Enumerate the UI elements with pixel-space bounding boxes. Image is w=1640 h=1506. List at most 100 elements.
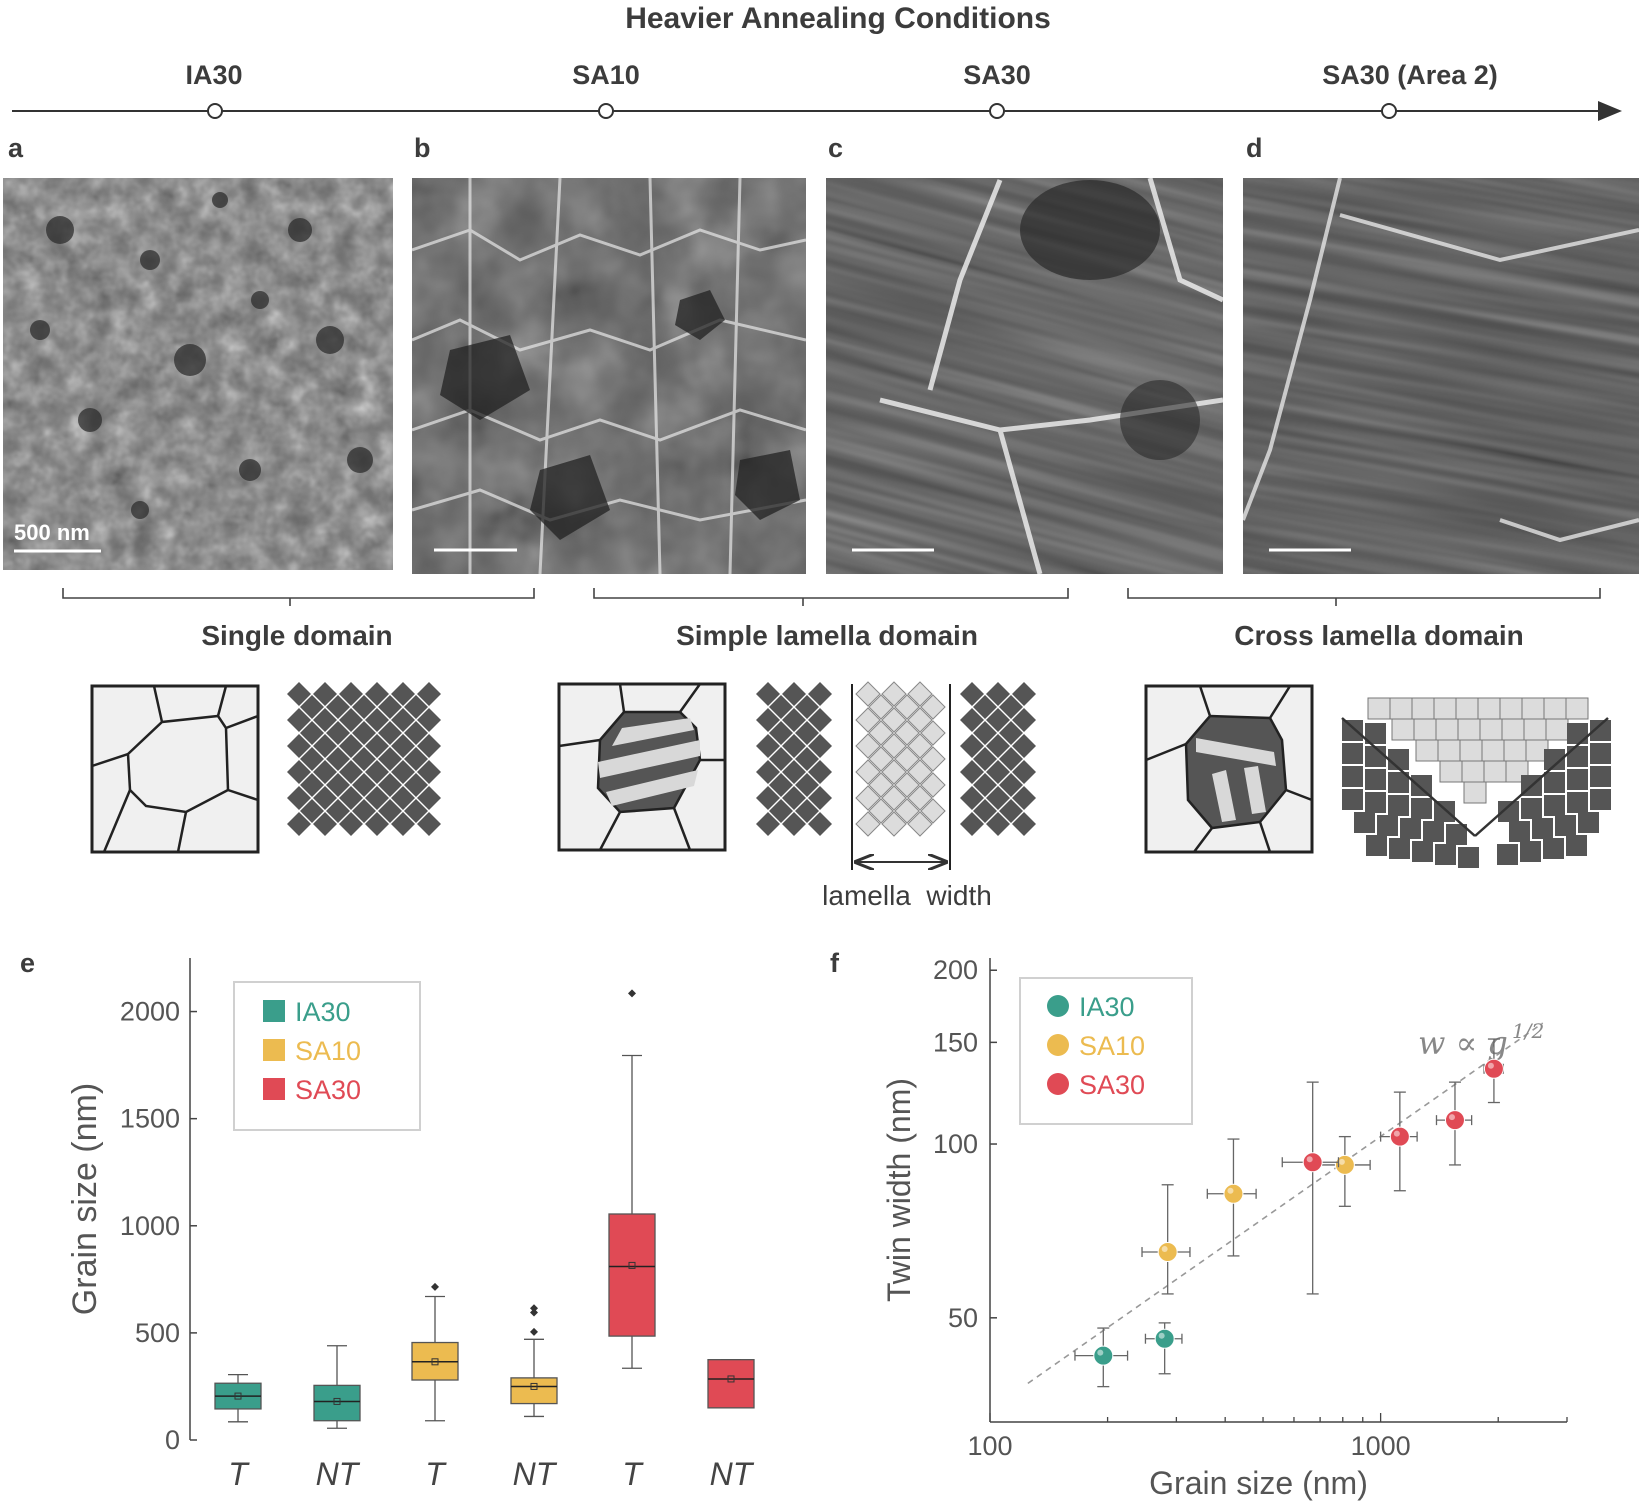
lattice-cell	[1567, 792, 1588, 813]
legend-swatch-ia30	[1047, 995, 1069, 1017]
legend-swatch-sa10	[1047, 1034, 1069, 1056]
y-tick-label: 1500	[120, 1104, 180, 1134]
lattice-cell	[352, 721, 376, 745]
lattice-cell	[1521, 798, 1542, 819]
lattice-cell	[782, 734, 806, 758]
lattice-cell-twin	[855, 759, 881, 785]
box-sa10-nt: NT	[510, 1304, 558, 1492]
lattice-cell-twin	[881, 811, 907, 837]
lattice-cell-twin	[894, 772, 920, 798]
lattice-cell-twin	[868, 746, 894, 772]
outlier	[530, 1308, 538, 1317]
lattice-cell	[1412, 841, 1433, 862]
lattice-cell	[287, 682, 311, 706]
data-point-ia30	[1074, 1327, 1129, 1388]
lattice-cell	[1567, 723, 1588, 744]
box-body	[707, 1359, 755, 1409]
lattice-cell-twin	[920, 798, 946, 824]
lattice-cell	[378, 695, 402, 719]
lattice-cell	[1566, 835, 1587, 856]
lattice-cell	[326, 773, 350, 797]
mean-marker	[234, 1392, 242, 1400]
lattice-cell-twin	[1463, 781, 1487, 804]
point-highlight	[1487, 1062, 1494, 1069]
lattice-cell	[313, 760, 337, 784]
lattice-cell	[417, 682, 441, 706]
lattice-cell	[404, 747, 428, 771]
lattice-cell	[769, 799, 793, 823]
lattice-cell	[769, 695, 793, 719]
lattice-cell	[1388, 795, 1409, 816]
lattice-cell	[782, 682, 806, 706]
lattice-cell-twin	[920, 746, 946, 772]
panel-label-a: a	[8, 133, 24, 163]
lattice-cell	[808, 812, 832, 836]
lattice-cell-twin	[881, 733, 907, 759]
lattice-cell	[404, 695, 428, 719]
lattice-cell	[973, 799, 997, 823]
lattice-cell-twin	[1435, 718, 1459, 741]
lattice-cell-twin	[894, 694, 920, 720]
lattice-cell	[313, 734, 337, 758]
x-axis-label: Grain size (nm)	[1149, 1465, 1368, 1501]
lattice-cell	[1411, 798, 1432, 819]
lattice-cell	[1578, 812, 1599, 833]
lattice-cell	[782, 812, 806, 836]
data-point-sa10	[1141, 1184, 1191, 1295]
lattice-cell	[326, 721, 350, 745]
lattice-cell-twin	[881, 681, 907, 707]
lattice-cell	[300, 773, 324, 797]
timeline-stages: IA30 SA10 SA30 SA30 (Area 2)	[185, 60, 1498, 119]
lattice-cell	[300, 721, 324, 745]
panel-label-d: d	[1246, 133, 1263, 163]
point-highlight	[1161, 1246, 1168, 1253]
lattice-cell	[378, 773, 402, 797]
lattice-cell-twin	[855, 811, 881, 837]
lattice-cell	[756, 760, 780, 784]
lattice-cell	[1342, 720, 1363, 741]
lattice-cell	[999, 721, 1023, 745]
lattice-cell	[1423, 821, 1444, 842]
lattice-cell	[300, 799, 324, 823]
lattice-cell-twin	[1461, 760, 1485, 783]
micrograph-b	[412, 178, 806, 574]
lattice-cell-twin	[894, 746, 920, 772]
lattice-cell-twin	[894, 798, 920, 824]
lattice-cell	[300, 695, 324, 719]
lattice-cell	[1497, 844, 1518, 865]
lattice-cell	[1446, 824, 1467, 845]
y-tick-label: 1000	[120, 1211, 180, 1241]
lattice-cell	[417, 760, 441, 784]
twin-boundary	[1474, 717, 1609, 837]
domain-label-single: Single domain	[201, 620, 392, 651]
lattice-cell	[808, 760, 832, 784]
lattice-cell	[973, 695, 997, 719]
lattice-cell	[769, 747, 793, 771]
data-point-sa10	[1206, 1138, 1257, 1257]
lattice-cell	[1354, 812, 1375, 833]
lattice-cell-twin	[1501, 718, 1525, 741]
fit-line	[1027, 1022, 1544, 1385]
lattice-cell-twin	[1455, 697, 1479, 720]
lattice-cell-twin	[1545, 718, 1569, 741]
lattice-cell	[391, 760, 415, 784]
lattice-cell	[1012, 786, 1036, 810]
stage-label-sa30: SA30	[963, 60, 1031, 90]
category-label: T	[228, 1456, 250, 1492]
lattice-cell	[960, 708, 984, 732]
lattice-cell	[378, 747, 402, 771]
lattice-cell	[960, 812, 984, 836]
micrograph-a: 500 nm	[3, 178, 393, 570]
lattice-cell	[391, 734, 415, 758]
lattice-cell	[808, 708, 832, 732]
y-tick-label: 200	[933, 955, 978, 985]
data-point-sa30	[1379, 1091, 1418, 1192]
data-point-sa10	[1314, 1135, 1371, 1207]
lattice-cell-twin	[1499, 697, 1523, 720]
lattice-cell	[986, 786, 1010, 810]
domain-label-simple: Simple lamella domain	[676, 620, 978, 651]
lattice-cell	[326, 695, 350, 719]
lattice-cell-twin	[881, 759, 907, 785]
lattice-cell	[782, 760, 806, 784]
